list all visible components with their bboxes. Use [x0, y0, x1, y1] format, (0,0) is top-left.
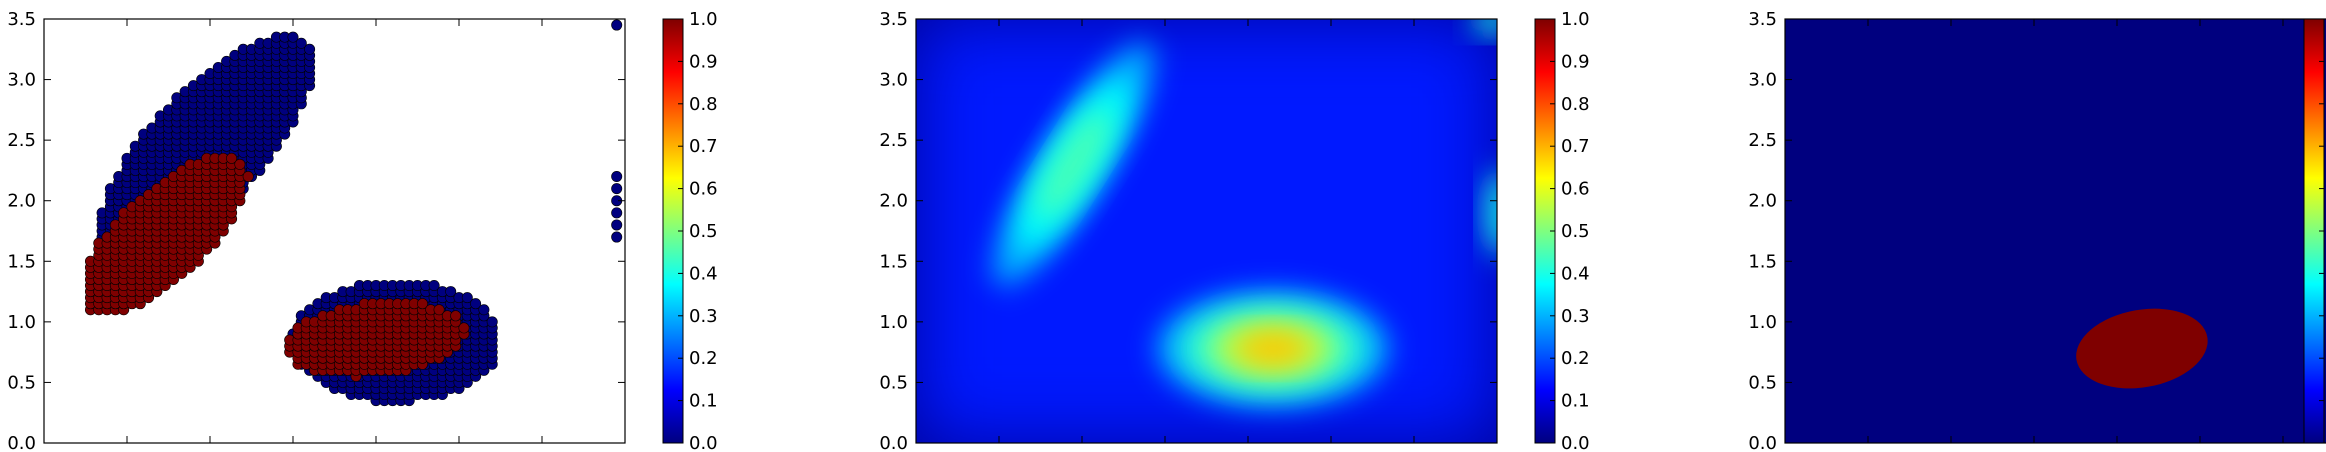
- scatter-point: [478, 304, 490, 316]
- y-tick-label: 2.5: [879, 130, 908, 151]
- heatmap-peak-upper-left: [1036, 110, 1111, 219]
- scatter-point: [416, 298, 428, 310]
- y-tick-label: 0.0: [7, 433, 36, 452]
- colorbar-tick-label: 0.1: [1561, 391, 1590, 412]
- y-tick-label: 1.0: [7, 312, 36, 333]
- colorbar-tick-label: 0.0: [689, 433, 718, 452]
- y-tick-label: 3.5: [1748, 9, 1777, 30]
- heatmap-peak-lower: [1236, 331, 1310, 366]
- colorbar-tick-label: 0.5: [1561, 221, 1590, 242]
- colorbar-tick-label: 0.9: [1561, 51, 1590, 72]
- colorbar-right: 0.00.10.20.30.40.50.60.70.80.91.0: [2303, 18, 2325, 444]
- colorbar-tick-label: 0.7: [1561, 136, 1590, 157]
- scatter-point: [226, 152, 238, 164]
- scatter-point: [287, 31, 299, 43]
- y-tick-label: 1.0: [1748, 312, 1777, 333]
- panel-right: 0.0 0.5 1.0 1.5 2.0 2.5 3.0 3.5 0.0 0.5 1.0 1.5 2.0…: [1748, 9, 2326, 452]
- y-tick-label: 3.0: [879, 70, 908, 91]
- colorbar-tick-label: 0.2: [689, 348, 718, 369]
- colorbar-tick-label: 0.6: [1561, 179, 1590, 200]
- y-tick-label: 3.5: [7, 9, 36, 30]
- y-tick-label: 0.5: [7, 372, 36, 393]
- scatter-point: [428, 280, 440, 292]
- scatter-point: [611, 170, 623, 182]
- colorbar-tick-label: 1.0: [689, 9, 718, 30]
- y-axis-middle: 0.0 0.5 1.0 1.5 2.0 2.5 3.0 3.5: [879, 9, 1497, 452]
- scatter-point: [611, 219, 623, 231]
- y-tick-label: 1.5: [1748, 251, 1777, 272]
- scatter-point: [450, 310, 462, 322]
- y-axis-right: 0.0 0.5 1.0 1.5 2.0 2.5 3.0 3.5: [1748, 9, 1792, 452]
- panel-left: 0.0 0.5 1.0 1.5 2.0 2.5 3.0 3.5 0.0 0.5 1.0 1.5 2.0…: [7, 9, 717, 452]
- axes-frame-left: [43, 18, 626, 444]
- colorbar-tick-label: 0.5: [689, 221, 718, 242]
- y-tick-label: 1.0: [879, 312, 908, 333]
- scatter-point: [295, 37, 307, 49]
- y-tick-label: 2.5: [7, 130, 36, 151]
- colorbar-tick-label: 0.4: [689, 263, 718, 284]
- y-tick-label: 1.5: [7, 251, 36, 272]
- scatter-point: [470, 298, 482, 310]
- scatter-point: [611, 231, 623, 243]
- colorbar-tick-label: 0.3: [1561, 306, 1590, 327]
- scatter-point: [234, 158, 246, 170]
- heatmap-background: [1785, 19, 2326, 443]
- colorbar-tick-label: 0.3: [689, 306, 718, 327]
- colorbar-tick-label: 0.2: [1561, 348, 1590, 369]
- scatter-point: [433, 304, 445, 316]
- scatter-point: [486, 316, 498, 328]
- scatter-points-left: [84, 19, 623, 407]
- scatter-point: [611, 207, 623, 219]
- heatmap-right: [1785, 19, 2326, 443]
- y-tick-label: 2.0: [1748, 191, 1777, 212]
- axes-frame-right: [1784, 18, 2326, 444]
- y-tick-label: 3.5: [879, 9, 908, 30]
- colorbar-tick-label: 0.9: [689, 51, 718, 72]
- axes-frame-middle: [915, 18, 1498, 444]
- colorbar-tick-label: 0.4: [1561, 263, 1590, 284]
- colorbar-tick-label: 0.0: [1561, 433, 1590, 452]
- colorbar-left: 0.0 0.1 0.2 0.3 0.4 0.5 0.6 0.7 0.8 0.9 1.0: [662, 9, 718, 452]
- colorbar-tick-label: 0.6: [689, 179, 718, 200]
- y-tick-label: 0.5: [1748, 372, 1777, 393]
- y-tick-label: 2.5: [1748, 130, 1777, 151]
- y-tick-label: 0.0: [879, 433, 908, 452]
- heatmap-edge-peak: [1486, 171, 1497, 255]
- scatter-point: [242, 170, 254, 182]
- y-tick-label: 0.0: [1748, 433, 1777, 452]
- colorbar-tick-label: 0.7: [689, 136, 718, 157]
- panel-middle: 0.0 0.5 1.0 1.5 2.0 2.5 3.0 3.5 0.0 0.5 1.0 1.5 2.0…: [879, 9, 1590, 452]
- y-tick-label: 1.5: [879, 251, 908, 272]
- y-tick-label: 2.0: [879, 191, 908, 212]
- y-tick-label: 3.0: [7, 70, 36, 91]
- colorbar-middle: 0.0 0.1 0.2 0.3 0.4 0.5 0.6 0.7 0.8 0.9 1.0: [1534, 9, 1590, 452]
- scatter-point: [461, 292, 473, 304]
- scatter-point: [445, 286, 457, 298]
- scatter-point: [458, 322, 470, 334]
- colorbar-tick-label: 0.8: [1561, 94, 1590, 115]
- y-tick-label: 2.0: [7, 191, 36, 212]
- colorbar-tick-label: 0.8: [689, 94, 718, 115]
- heatmap-corner-peak: [1472, 19, 1497, 34]
- heatmap-middle: [916, 19, 1497, 443]
- y-tick-label: 0.5: [879, 372, 908, 393]
- colorbar-tick-label: 1.0: [1561, 9, 1590, 30]
- y-axis-left: 0.0 0.5 1.0 1.5 2.0 2.5 3.0 3.5: [7, 9, 625, 452]
- scatter-point: [611, 19, 623, 31]
- scatter-point: [304, 43, 316, 55]
- heatmap-region-ellipse: [2076, 308, 2208, 389]
- scatter-point: [611, 183, 623, 195]
- y-tick-label: 3.0: [1748, 70, 1777, 91]
- colorbar-tick-label: 0.1: [689, 391, 718, 412]
